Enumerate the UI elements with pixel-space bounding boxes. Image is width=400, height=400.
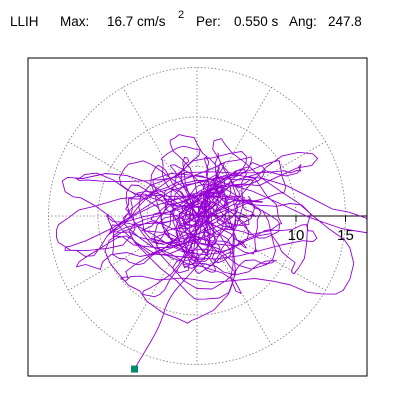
station-code: LLIH xyxy=(10,14,39,29)
orbit-trace xyxy=(55,134,367,370)
max-value: 16.7 cm/s xyxy=(107,14,166,29)
max-label: Max: xyxy=(60,14,90,29)
axis-tick-label: 10 xyxy=(288,227,305,244)
grid-spoke xyxy=(221,258,272,345)
grid-spoke xyxy=(122,87,173,174)
grid-spoke xyxy=(68,240,155,291)
grid-spoke xyxy=(68,141,155,192)
motion-orbit xyxy=(55,134,367,370)
max-unit-exponent: 2 xyxy=(178,9,185,21)
radial-axis: 10 15 xyxy=(197,215,367,244)
grid-spoke xyxy=(239,240,326,291)
period-value: 0.550 s xyxy=(234,14,279,29)
grid-spoke xyxy=(239,141,326,192)
end-marker-group xyxy=(131,365,139,373)
angle-label: Ang: xyxy=(289,14,317,29)
angle-value: 247.8 xyxy=(328,14,362,29)
max-amplitude-marker xyxy=(131,365,139,373)
period-label: Per: xyxy=(196,14,221,29)
plot-frame xyxy=(27,57,368,377)
grid-spoke xyxy=(221,87,272,174)
chart-header: LLIH Max: 16.7 cm/s 2 Per: 0.550 s Ang: … xyxy=(0,0,400,44)
axis-tick-label: 15 xyxy=(337,227,354,244)
